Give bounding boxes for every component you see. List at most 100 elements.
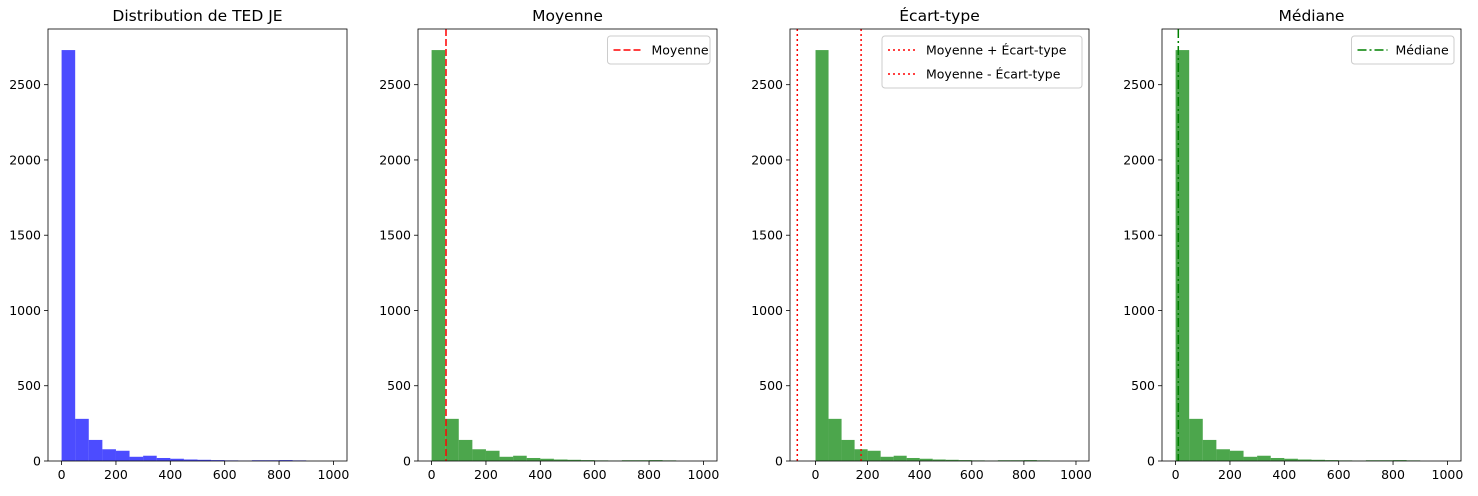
y-tick-label: 1000 bbox=[751, 303, 783, 318]
x-tick-label: 1000 bbox=[1432, 467, 1464, 482]
histogram-bar bbox=[526, 457, 541, 461]
histogram-bar bbox=[1257, 455, 1271, 461]
histogram-bar bbox=[143, 455, 157, 461]
histogram-bar bbox=[1325, 460, 1339, 461]
y-tick-label: 500 bbox=[17, 378, 41, 393]
subplot-title: Médiane bbox=[1279, 7, 1345, 25]
histogram-bar bbox=[867, 450, 881, 461]
legend: Médiane bbox=[1351, 35, 1455, 65]
x-tick-label: 400 bbox=[908, 467, 932, 482]
histogram-bar bbox=[1216, 449, 1230, 461]
histogram-bar bbox=[1229, 450, 1244, 461]
x-tick-label: 600 bbox=[960, 467, 984, 482]
histogram-bar bbox=[581, 460, 595, 461]
y-tick-label: 2000 bbox=[379, 152, 411, 167]
histogram-bar bbox=[197, 459, 212, 461]
x-tick-label: 800 bbox=[1012, 467, 1036, 482]
y-tick-label: 0 bbox=[403, 454, 411, 469]
histogram-bar bbox=[540, 458, 554, 461]
histogram-bar bbox=[932, 459, 946, 461]
legend-box bbox=[1351, 35, 1455, 65]
histogram-bar bbox=[485, 450, 500, 461]
histogram-bar bbox=[279, 460, 293, 461]
histogram-bar bbox=[945, 459, 959, 461]
legend-box bbox=[881, 35, 1083, 89]
subplot-title: Écart-type bbox=[899, 6, 979, 25]
histogram-bar bbox=[458, 439, 473, 461]
histogram-bar bbox=[61, 50, 76, 461]
y-tick-label: 1000 bbox=[1123, 303, 1155, 318]
x-tick-label: 1000 bbox=[1060, 467, 1092, 482]
x-tick-label: 0 bbox=[812, 467, 820, 482]
subplot-1: 0 200 400 600 800 1000 0 500 1000 1500 2000 2500 Dis… bbox=[9, 7, 349, 482]
histogram-bar bbox=[472, 449, 486, 461]
histogram-bar bbox=[129, 456, 144, 461]
x-tick-label: 600 bbox=[213, 467, 237, 482]
x-tick-label: 400 bbox=[158, 467, 182, 482]
legend-label: Moyenne + Écart-type bbox=[926, 43, 1067, 58]
legend: Moyenne bbox=[607, 35, 711, 65]
histogram-bar bbox=[183, 459, 198, 461]
y-tick-label: 1500 bbox=[379, 228, 411, 243]
subplot-4: 0 200 400 600 800 1000 0 500 1000 1500 2000 2500 Méd… bbox=[1123, 7, 1463, 482]
histogram-bar bbox=[880, 456, 894, 461]
y-tick-label: 2500 bbox=[9, 77, 41, 92]
histogram-bar bbox=[1311, 459, 1326, 461]
y-tick-label: 0 bbox=[1147, 454, 1155, 469]
histogram-bar bbox=[1243, 456, 1258, 461]
x-tick-label: 0 bbox=[1172, 467, 1180, 482]
x-tick-label: 600 bbox=[1327, 467, 1351, 482]
histogram-bar bbox=[513, 455, 527, 461]
subplot-title: Distribution de TED JE bbox=[112, 7, 282, 25]
legend-label: Moyenne bbox=[652, 43, 709, 58]
histogram-bar bbox=[156, 457, 171, 461]
y-tick-label: 500 bbox=[387, 378, 411, 393]
y-tick-label: 1500 bbox=[9, 228, 41, 243]
x-tick-label: 400 bbox=[1272, 467, 1296, 482]
histogram-bar bbox=[1270, 457, 1285, 461]
y-tick-label: 2500 bbox=[1123, 77, 1155, 92]
y-tick-label: 1000 bbox=[9, 303, 41, 318]
y-tick-label: 2500 bbox=[379, 77, 411, 92]
histogram-bar bbox=[958, 460, 972, 461]
x-tick-label: 0 bbox=[428, 467, 436, 482]
histogram-bar bbox=[893, 455, 907, 461]
histogram-bar bbox=[1189, 418, 1203, 461]
x-tick-label: 200 bbox=[856, 467, 880, 482]
histogram-bar bbox=[919, 458, 933, 461]
histogram-bar bbox=[170, 458, 184, 461]
y-tick-label: 2000 bbox=[751, 152, 783, 167]
histogram-bar bbox=[1023, 460, 1037, 461]
x-tick-label: 400 bbox=[528, 467, 552, 482]
histogram-bar bbox=[499, 456, 514, 461]
x-tick-label: 200 bbox=[474, 467, 498, 482]
histogram-bar bbox=[75, 418, 89, 461]
y-tick-label: 2500 bbox=[751, 77, 783, 92]
subplot-3: 0 200 400 600 800 1000 0 500 1000 1500 2000 2500 Éca… bbox=[751, 6, 1092, 482]
histogram-bar bbox=[1202, 439, 1217, 461]
histogram-bar bbox=[553, 459, 568, 461]
y-tick-label: 500 bbox=[1131, 378, 1155, 393]
x-tick-label: 0 bbox=[58, 467, 66, 482]
x-tick-label: 1000 bbox=[318, 467, 350, 482]
histogram-bar bbox=[841, 439, 855, 461]
x-tick-label: 200 bbox=[104, 467, 128, 482]
x-tick-label: 1000 bbox=[688, 467, 720, 482]
axes-frame bbox=[47, 28, 348, 462]
histogram-bar bbox=[1297, 459, 1312, 461]
histogram-bar bbox=[1284, 458, 1298, 461]
legend-label: Médiane bbox=[1396, 43, 1449, 58]
legend-label: Moyenne - Écart-type bbox=[926, 67, 1061, 82]
axes-frame bbox=[1161, 28, 1462, 462]
histogram-bar bbox=[88, 439, 103, 461]
histogram-bar bbox=[102, 449, 116, 461]
y-tick-label: 2000 bbox=[1123, 152, 1155, 167]
y-tick-label: 1500 bbox=[1123, 228, 1155, 243]
legend-box bbox=[607, 35, 711, 65]
x-tick-label: 200 bbox=[1218, 467, 1242, 482]
x-tick-label: 800 bbox=[1381, 467, 1405, 482]
histogram-bar bbox=[828, 418, 842, 461]
subplot-title: Moyenne bbox=[532, 7, 603, 25]
histogram-bar bbox=[431, 50, 446, 461]
